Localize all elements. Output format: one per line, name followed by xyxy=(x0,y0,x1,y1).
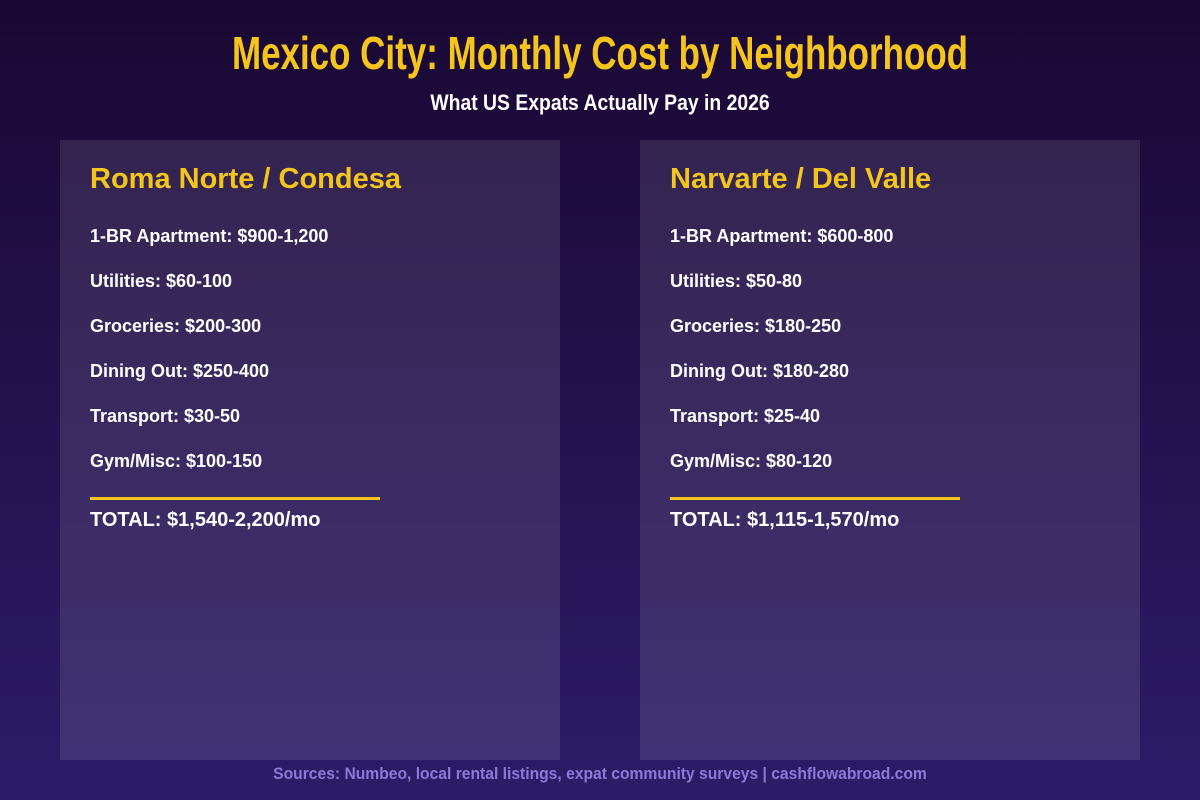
cost-line-item: Utilities: $50-80 xyxy=(670,270,803,291)
footer-sources: Sources: Numbeo, local rental listings, … xyxy=(273,764,927,783)
divider-line xyxy=(670,496,960,500)
cost-line-item: 1-BR Apartment: $900-1,200 xyxy=(90,225,329,246)
cost-line-item: Utilities: $60-100 xyxy=(90,270,233,291)
cost-line-item: Groceries: $200-300 xyxy=(90,315,262,336)
cost-line-item: Transport: $25-40 xyxy=(670,405,821,426)
cost-line-item: Dining Out: $180-280 xyxy=(670,360,850,381)
card-narvarte-del-valle: Narvarte / Del Valle 1-BR Apartment: $60… xyxy=(640,140,1140,760)
total-line: TOTAL: $1,540-2,200/mo xyxy=(90,508,321,531)
card-title: Narvarte / Del Valle xyxy=(670,163,932,195)
cost-line-item: Dining Out: $250-400 xyxy=(90,360,270,381)
total-line: TOTAL: $1,115-1,570/mo xyxy=(670,508,900,531)
card-roma-norte-condesa: Roma Norte / Condesa 1-BR Apartment: $90… xyxy=(60,140,560,760)
cost-line-item: Gym/Misc: $100-150 xyxy=(90,450,263,471)
page-subtitle: What US Expats Actually Pay in 2026 xyxy=(430,90,770,115)
divider-line xyxy=(90,496,380,500)
cost-line-item: Gym/Misc: $80-120 xyxy=(670,450,833,471)
card-title: Roma Norte / Condesa xyxy=(90,163,401,195)
cost-line-item: Transport: $30-50 xyxy=(90,405,241,426)
cost-line-item: Groceries: $180-250 xyxy=(670,315,842,336)
cost-line-item: 1-BR Apartment: $600-800 xyxy=(670,225,894,246)
page-title: Mexico City: Monthly Cost by Neighborhoo… xyxy=(231,27,969,79)
